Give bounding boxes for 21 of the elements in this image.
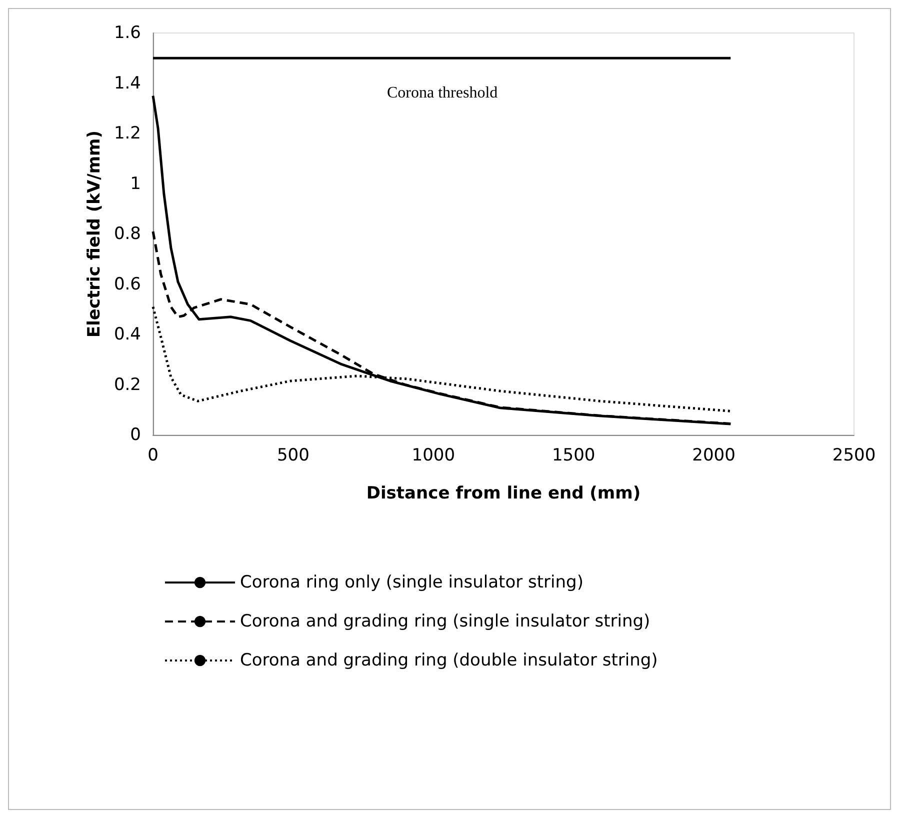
y-tick-label: 0.6	[114, 274, 141, 294]
x-tick-label: 2000	[692, 446, 736, 466]
y-tick-label: 1	[130, 174, 141, 194]
y-axis-title: Electric field (kV/mm)	[84, 130, 104, 338]
y-tick-label: 1.4	[114, 73, 141, 94]
x-tick-label: 1500	[552, 446, 596, 466]
x-axis-title: Distance from line end (mm)	[366, 484, 641, 504]
x-tick-label: 500	[276, 446, 310, 466]
legend-label: Corona ring only (single insulator string)	[240, 572, 584, 592]
y-tick-label: 1.2	[114, 124, 141, 144]
y-tick-label: 0.2	[114, 374, 141, 395]
x-tick-label: 0	[148, 446, 158, 466]
x-tick-label: 1000	[412, 446, 456, 466]
y-tick-label: 0.4	[114, 324, 141, 344]
y-tick-label: 1.6	[114, 23, 141, 43]
y-tick-label: 0	[130, 425, 141, 445]
x-tick-label: 2500	[832, 446, 876, 466]
legend-label: Corona and grading ring (double insulator string)	[240, 650, 658, 670]
legend-label: Corona and grading ring (single insulator string)	[240, 612, 650, 632]
annotation: Corona threshold	[387, 84, 498, 102]
y-tick-label: 0.8	[114, 224, 141, 244]
